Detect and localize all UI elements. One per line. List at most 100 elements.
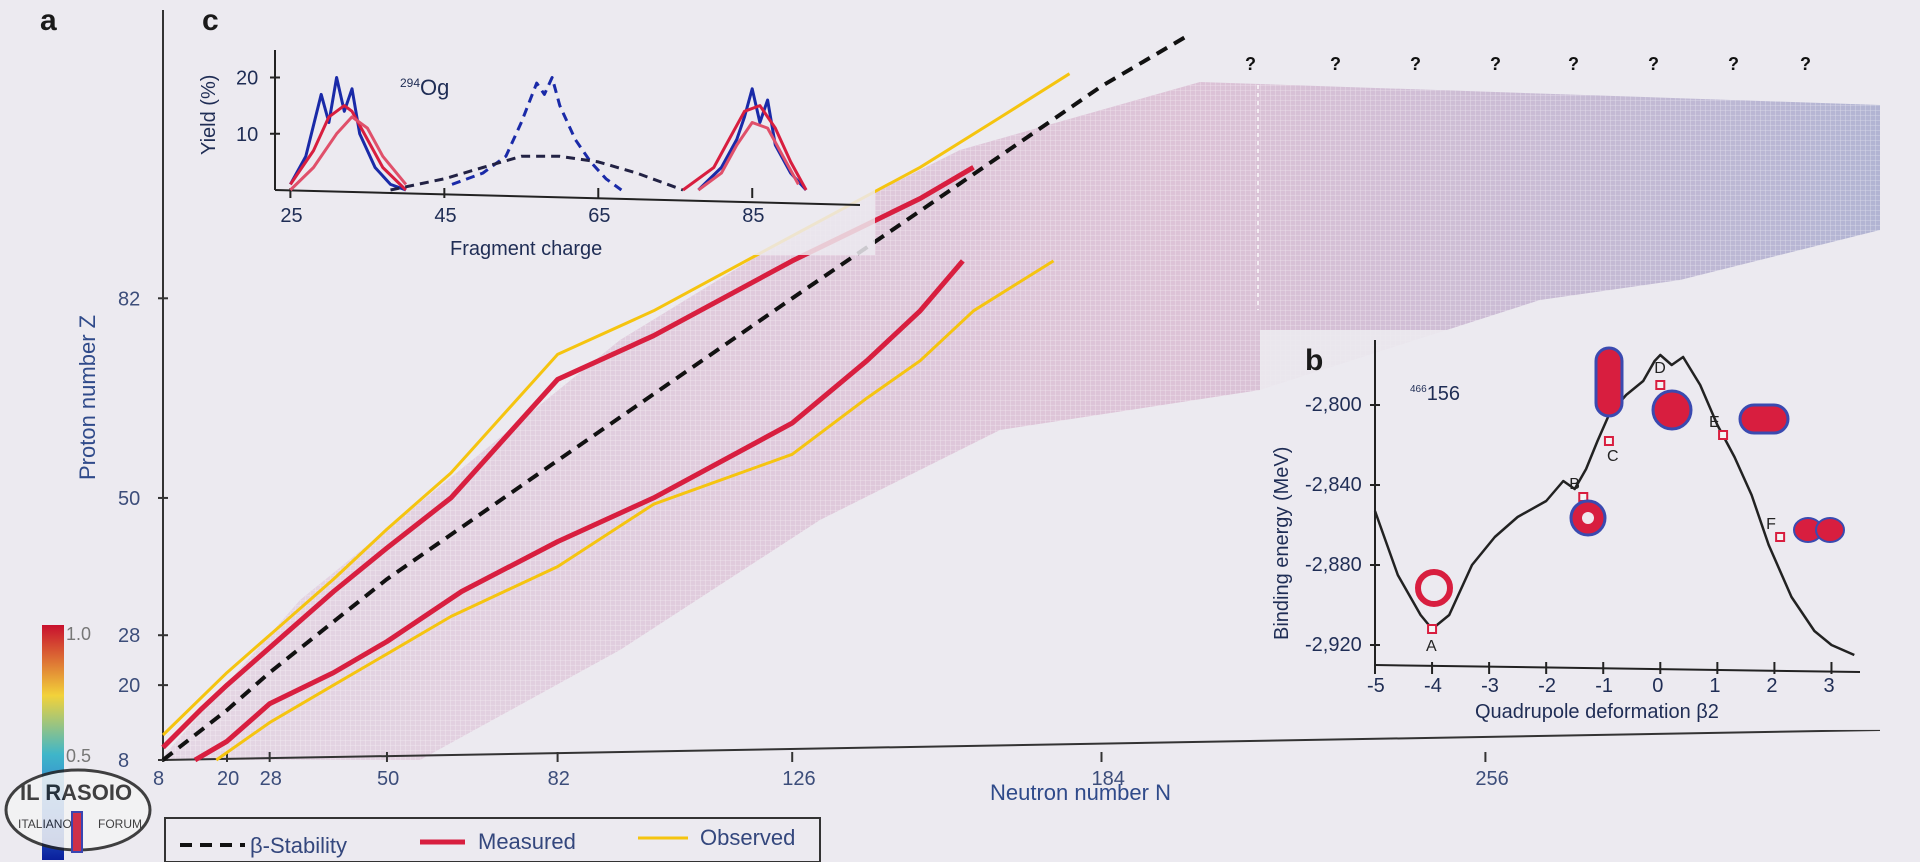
y-tick-label: 82 xyxy=(118,288,140,310)
inset-c-x-axis xyxy=(274,189,861,206)
state-marker-e xyxy=(1718,430,1729,440)
inset-c-x-title: Fragment charge xyxy=(450,238,602,260)
panel-c: c 25 45 65 85 10 20 Fragment charge Yield (%)… xyxy=(195,4,875,260)
shape-d-icon xyxy=(1651,389,1693,431)
state-marker-c xyxy=(1603,436,1614,446)
inset-c-y-title: Yield (%) xyxy=(198,75,220,155)
inset-c-nucleus-symbol: Og xyxy=(420,75,449,100)
x-axis-title: Neutron number N xyxy=(990,780,1171,805)
series-line-observed-lower xyxy=(215,259,1055,762)
inset-b-y-title: Binding energy (MeV) xyxy=(1271,447,1293,640)
inset-c-x-tick-label: 85 xyxy=(742,205,764,227)
y-axis-title: Proton number Z xyxy=(75,315,100,480)
inset-c-yield-line xyxy=(697,121,800,192)
x-axis-line xyxy=(162,729,1881,761)
state-label-d: D xyxy=(1654,360,1666,377)
inset-b-nucleus-label: 466156 xyxy=(1410,383,1460,405)
panel-c-letter: c xyxy=(202,4,219,37)
inset-b-x-tick-label: -1 xyxy=(1595,675,1613,697)
y-tick-label: 8 xyxy=(118,750,129,772)
state-label-c: C xyxy=(1607,448,1619,465)
series-line-stability xyxy=(161,34,1188,762)
state-marker-a xyxy=(1427,624,1438,634)
watermark-line2: ITALIANO xyxy=(18,817,72,831)
inset-c-yield-line xyxy=(390,154,684,192)
inset-b-x-title-text: Quadrupole deformation β2 xyxy=(1475,701,1719,723)
inset-b-y-tick-label: -2,920 xyxy=(1305,634,1362,656)
y-tick-label: 50 xyxy=(118,488,140,510)
shape-e-icon xyxy=(1738,403,1790,435)
state-marker-d xyxy=(1655,380,1666,390)
panel-a-letter: a xyxy=(40,4,57,37)
inset-b-x-tick-label: -2 xyxy=(1538,675,1556,697)
inset-b-x-tick-label: 3 xyxy=(1823,675,1834,697)
colorbar-tick-mid: 0.5 xyxy=(66,746,91,766)
inset-b-x-title: Quadrupole deformation β2 xyxy=(1475,701,1719,723)
inset-c-y-tick-label: 20 xyxy=(236,68,258,90)
panel-b-background xyxy=(1260,330,1880,730)
x-tick-label: 82 xyxy=(548,768,570,790)
shape-a-icon xyxy=(1415,569,1453,607)
x-tick-label: 8 xyxy=(153,768,164,790)
inset-c-yield-line xyxy=(289,115,408,192)
inset-b-x-tick-label: 2 xyxy=(1766,675,1777,697)
colorbar-tick-max: 1.0 xyxy=(66,624,91,644)
unknown-region-marker: ? xyxy=(1568,54,1579,74)
series-line-measured-lower xyxy=(193,259,965,763)
inset-c-yield-line xyxy=(682,104,808,192)
state-label-b: B xyxy=(1569,476,1580,493)
x-tick-label: 256 xyxy=(1475,768,1508,790)
nuclide-grid-overlay xyxy=(160,82,1880,760)
shape-f-right-icon xyxy=(1815,517,1845,543)
unknown-region-marker: ? xyxy=(1728,54,1739,74)
legend-box xyxy=(164,817,821,862)
x-tick-label: 126 xyxy=(782,768,815,790)
inset-c-y-tick-label: 10 xyxy=(236,124,258,146)
inset-c-x-tick-label: 65 xyxy=(588,205,610,227)
unknown-region-marker: ? xyxy=(1800,54,1811,74)
legend-label-stability: β-Stability xyxy=(250,833,347,858)
inset-b-x-tick-label: 1 xyxy=(1709,675,1720,697)
state-label-f: F xyxy=(1766,516,1776,533)
inset-b-x-tick-label: -3 xyxy=(1481,675,1499,697)
inset-b-x-tick-label: -4 xyxy=(1424,675,1442,697)
legend: β-Stability Measured Observed xyxy=(164,817,821,862)
barber-pole-icon xyxy=(71,811,83,853)
inset-b-x-tick-label: 0 xyxy=(1652,675,1663,697)
inset-b-y-tick-label: -2,800 xyxy=(1305,394,1362,416)
inset-c-nucleus-label: 294Og xyxy=(400,75,449,100)
x-tick-label: 184 xyxy=(1091,768,1124,790)
unknown-region-marker: ? xyxy=(1648,54,1659,74)
y-tick-label: 20 xyxy=(118,675,140,697)
inset-b-nucleus-symbol: 156 xyxy=(1427,383,1460,405)
inset-c-yield-line xyxy=(289,76,407,192)
unknown-region-marker: ? xyxy=(1330,54,1341,74)
watermark-logo: IL RASOIO ITALIANO FORUM xyxy=(4,768,152,853)
inset-b-nucleus-mass: 466 xyxy=(1410,384,1427,395)
x-tick-label: 28 xyxy=(260,768,282,790)
inset-b-y-tick-label: -2,840 xyxy=(1305,474,1362,496)
x-tick-label: 50 xyxy=(377,768,399,790)
panel-b-letter: b xyxy=(1305,344,1323,377)
shape-c-icon xyxy=(1594,346,1624,418)
watermark-line3: FORUM xyxy=(98,817,142,831)
inset-c-x-tick-label: 25 xyxy=(280,205,302,227)
inset-b-x-axis xyxy=(1374,664,1861,673)
inset-c-yield-line xyxy=(451,76,623,192)
unknown-region-marker: ? xyxy=(1245,54,1256,74)
state-label-a: A xyxy=(1426,638,1437,655)
shape-b-core-icon xyxy=(1582,512,1594,524)
panel-b: b -5 -4 -3 -2 -1 0 1 2 3 -2,920 -2,880 -2,840 -2,800… xyxy=(1260,330,1880,730)
state-label-e: E xyxy=(1709,414,1720,431)
unknown-region-marker: ? xyxy=(1490,54,1501,74)
legend-label-measured: Measured xyxy=(478,829,576,854)
x-tick-label: 20 xyxy=(217,768,239,790)
inset-c-x-tick-label: 45 xyxy=(434,205,456,227)
unknown-region-marker: ? xyxy=(1410,54,1421,74)
inset-b-x-tick-label: -5 xyxy=(1367,675,1385,697)
shape-icons xyxy=(1415,346,1845,607)
series-line-observed-upper xyxy=(161,72,1071,737)
inset-c-yield-line xyxy=(289,104,407,192)
